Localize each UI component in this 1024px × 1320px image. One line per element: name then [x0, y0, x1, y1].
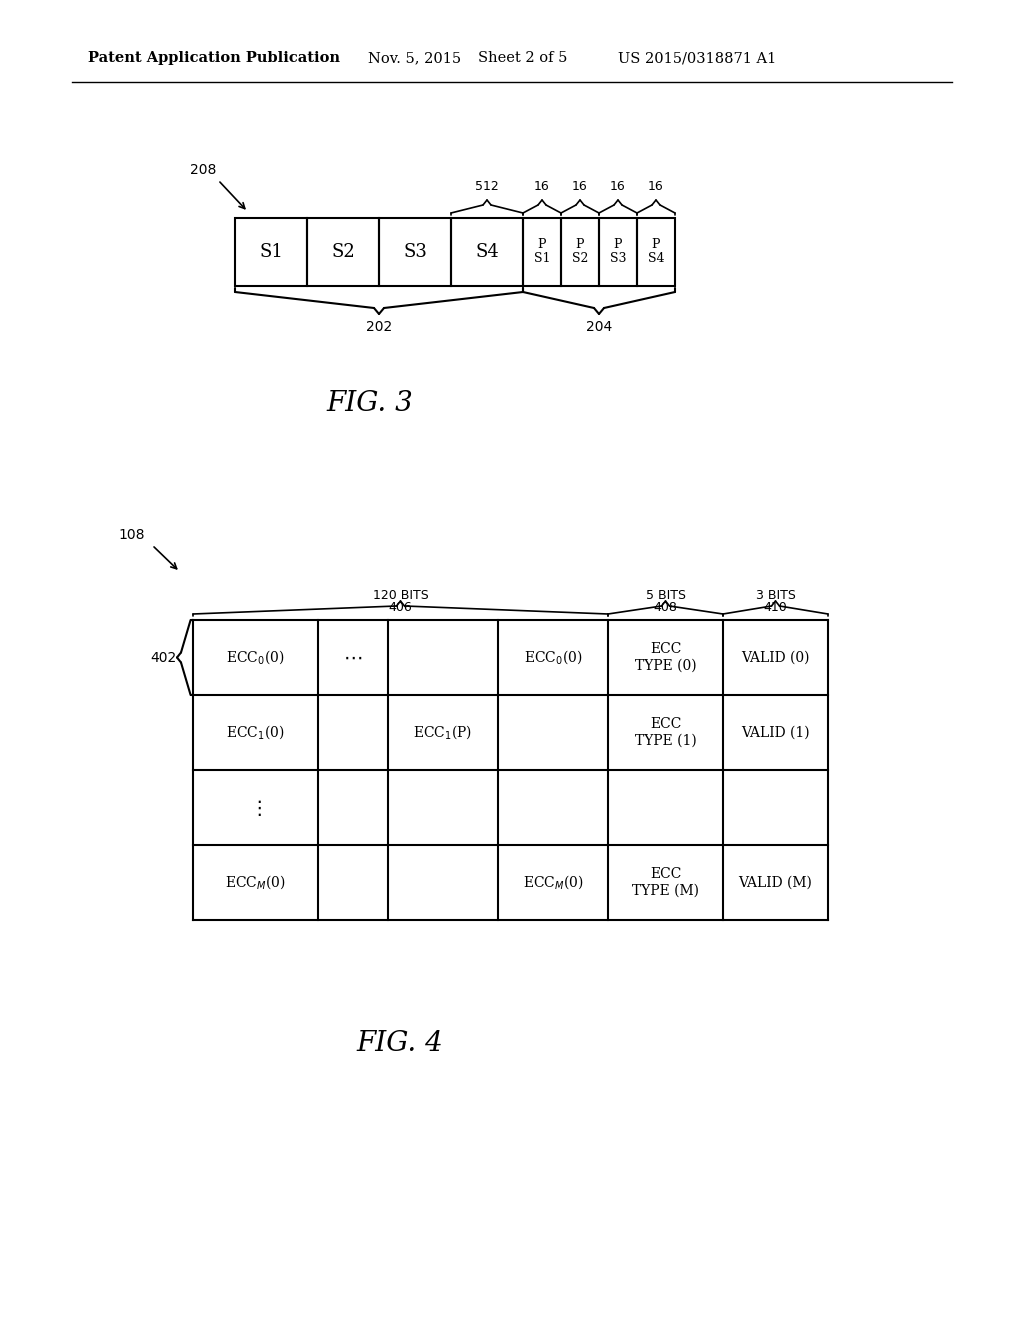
Text: VALID (M): VALID (M) — [738, 875, 812, 890]
Text: 3 BITS: 3 BITS — [756, 589, 796, 602]
Text: 108: 108 — [118, 528, 144, 543]
Text: 204: 204 — [586, 319, 612, 334]
Text: Nov. 5, 2015: Nov. 5, 2015 — [368, 51, 461, 65]
Text: Sheet 2 of 5: Sheet 2 of 5 — [478, 51, 567, 65]
Text: 16: 16 — [535, 180, 550, 193]
Text: 408: 408 — [653, 601, 678, 614]
Text: FIG. 4: FIG. 4 — [356, 1030, 443, 1057]
Text: US 2015/0318871 A1: US 2015/0318871 A1 — [618, 51, 776, 65]
Bar — [523, 218, 561, 286]
Bar — [599, 218, 637, 286]
Text: S1: S1 — [259, 243, 283, 261]
Text: $\cdots$: $\cdots$ — [343, 648, 362, 667]
Text: S2: S2 — [331, 243, 355, 261]
Text: 202: 202 — [366, 319, 392, 334]
Text: P
S4: P S4 — [648, 239, 665, 265]
Text: 120 BITS: 120 BITS — [373, 589, 428, 602]
Bar — [307, 218, 379, 286]
Bar — [561, 218, 599, 286]
Text: P
S3: P S3 — [609, 239, 627, 265]
Text: 512: 512 — [475, 180, 499, 193]
Text: P
S1: P S1 — [534, 239, 550, 265]
Text: P
S2: P S2 — [571, 239, 588, 265]
Text: S4: S4 — [475, 243, 499, 261]
Text: ECC
TYPE (M): ECC TYPE (M) — [632, 867, 699, 898]
Text: FIG. 3: FIG. 3 — [327, 389, 414, 417]
Text: ECC
TYPE (0): ECC TYPE (0) — [635, 642, 696, 673]
Text: Patent Application Publication: Patent Application Publication — [88, 51, 340, 65]
Bar — [379, 218, 451, 286]
Bar — [451, 218, 523, 286]
Bar — [234, 218, 307, 286]
Text: VALID (1): VALID (1) — [741, 726, 810, 739]
Text: S3: S3 — [403, 243, 427, 261]
Text: 410: 410 — [764, 601, 787, 614]
Text: 16: 16 — [572, 180, 588, 193]
Text: VALID (0): VALID (0) — [741, 651, 810, 664]
Text: 5 BITS: 5 BITS — [645, 589, 685, 602]
Text: ECC
TYPE (1): ECC TYPE (1) — [635, 717, 696, 748]
Text: 208: 208 — [190, 162, 216, 177]
Text: ECC$_1$(0): ECC$_1$(0) — [226, 723, 285, 742]
Text: ECC$_1$(P): ECC$_1$(P) — [414, 723, 472, 742]
Text: 406: 406 — [389, 601, 413, 614]
Text: ECC$_0$(0): ECC$_0$(0) — [523, 648, 583, 667]
Text: ECC$_M$(0): ECC$_M$(0) — [522, 874, 584, 891]
Text: 16: 16 — [610, 180, 626, 193]
Text: 402: 402 — [151, 651, 177, 664]
Text: ECC$_0$(0): ECC$_0$(0) — [226, 648, 285, 667]
Bar — [637, 218, 675, 286]
Text: 16: 16 — [648, 180, 664, 193]
Text: $\vdots$: $\vdots$ — [249, 797, 262, 817]
Text: ECC$_M$(0): ECC$_M$(0) — [225, 874, 286, 891]
